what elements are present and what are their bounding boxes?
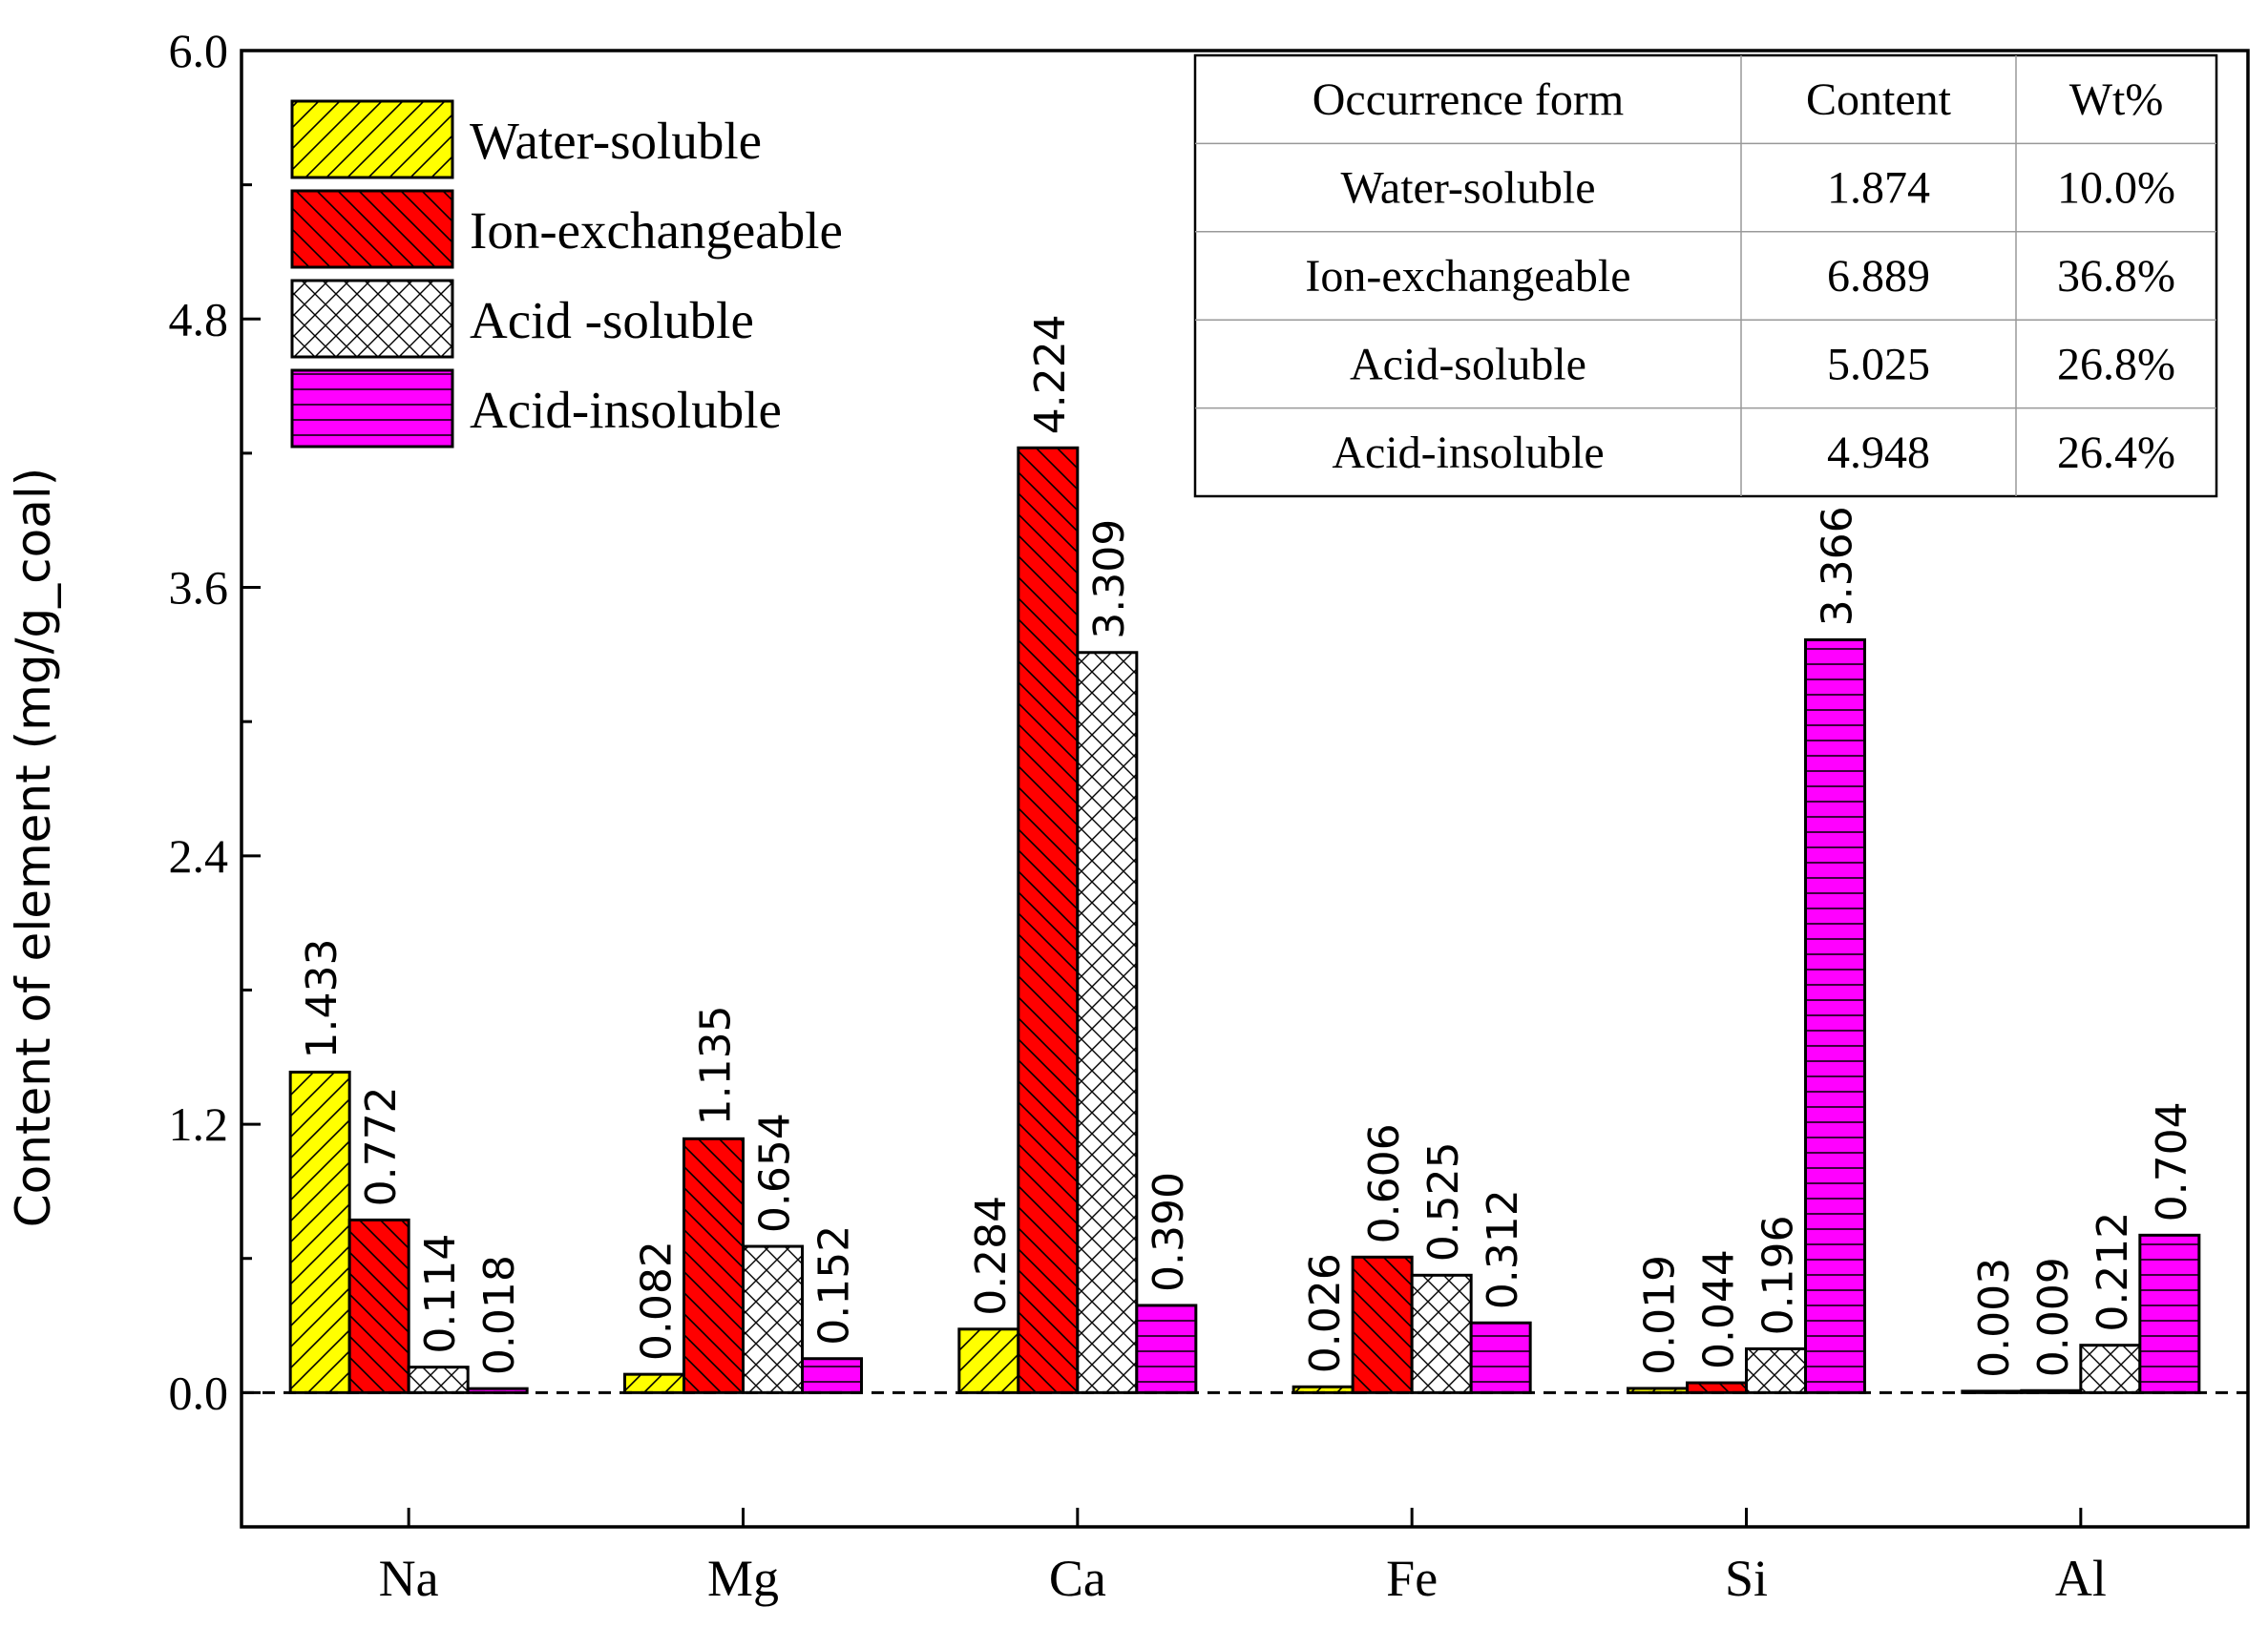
bar-mg-acid-soluble — [742, 1244, 804, 1394]
y-tick-label-3: 3.6 — [169, 561, 229, 615]
legend-swatch-ion-exchangeable — [290, 189, 454, 269]
plot-frame — [240, 49, 2250, 1529]
bar-value-label-si-water-soluble: 0.019 — [1636, 1255, 1685, 1375]
bar-value-label-fe-ion-exchangeable: 0.606 — [1360, 1123, 1409, 1243]
table-cell-acid-soluble-0: Acid-soluble — [1350, 339, 1586, 389]
legend-item-water-soluble: Water-soluble — [290, 99, 762, 179]
y-tick-label-5: 6.0 — [169, 24, 229, 77]
bar-ca-acid-soluble — [1076, 651, 1139, 1394]
legend-label-ion-exchangeable: Ion-exchangeable — [470, 201, 843, 260]
axes-frame — [240, 49, 2250, 1529]
bar-value-label-ca-acid-soluble: 3.309 — [1085, 519, 1134, 639]
bar-na-acid-soluble — [407, 1366, 470, 1394]
bar-value-label-na-acid-insoluble: 0.018 — [475, 1255, 524, 1375]
table-cell-water-soluble-2: 10.0% — [2057, 163, 2175, 214]
bar-value-label-mg-acid-insoluble: 0.152 — [810, 1225, 859, 1346]
table-cell-ion-exchangeable-1: 6.889 — [1827, 251, 1930, 302]
bar-value-label-mg-acid-soluble: 0.654 — [751, 1113, 800, 1233]
y-tick-label-4: 4.8 — [169, 292, 229, 345]
bar-value-label-al-water-soluble: 0.003 — [1970, 1258, 2019, 1378]
bar-si-acid-insoluble — [1804, 637, 1866, 1394]
legend-item-acid-soluble: Acid -soluble — [290, 279, 754, 359]
legend-swatch-acid-insoluble — [290, 368, 454, 449]
table-header-wt: Wt% — [2069, 74, 2164, 125]
bar-value-label-na-acid-soluble: 0.114 — [416, 1234, 465, 1354]
bar-mg-water-soluble — [623, 1372, 685, 1394]
bar-value-label-fe-water-soluble: 0.026 — [1301, 1253, 1350, 1373]
legend-label-water-soluble: Water-soluble — [470, 112, 762, 170]
bar-al-acid-insoluble — [2138, 1233, 2201, 1394]
x-axis-ticks: Na Mg Ca Fe Si Al — [379, 1508, 2107, 1607]
bar-si-ion-exchangeable — [1686, 1381, 1748, 1394]
bar-ca-water-soluble — [957, 1327, 1020, 1394]
y-axis-label: Content of element (mg/g_coal) — [6, 468, 61, 1228]
bar-ca-acid-insoluble — [1135, 1304, 1198, 1394]
bar-na-water-soluble — [288, 1070, 351, 1394]
bar-value-label-si-acid-soluble: 0.196 — [1754, 1215, 1803, 1335]
bar-value-label-mg-water-soluble: 0.082 — [633, 1241, 682, 1361]
bar-value-label-ca-water-soluble: 0.284 — [967, 1196, 1016, 1316]
x-tick-label-al: Al — [2055, 1550, 2107, 1607]
bar-value-labels: 1.433 0.082 0.284 0.026 0.019 0.003 0.772 1.135… — [298, 314, 2196, 1378]
bar-value-label-al-ion-exchangeable: 0.009 — [2029, 1257, 2078, 1377]
legend-swatch-acid-soluble — [290, 279, 454, 359]
bar-value-label-na-water-soluble: 1.433 — [298, 939, 346, 1059]
x-tick-label-si: Si — [1725, 1550, 1768, 1607]
legend: Water-soluble Ion-exchangeable Acid -solub… — [290, 99, 843, 449]
bar-fe-ion-exchangeable — [1351, 1255, 1414, 1394]
bar-value-label-ca-ion-exchangeable: 4.224 — [1026, 314, 1075, 434]
legend-swatch-water-soluble — [290, 99, 454, 179]
bar-fe-acid-insoluble — [1469, 1321, 1532, 1394]
bar-mg-ion-exchangeable — [682, 1137, 745, 1394]
bar-value-label-ca-acid-insoluble: 0.390 — [1144, 1172, 1193, 1292]
bar-ca-ion-exchangeable — [1017, 446, 1080, 1394]
table-header-content: Content — [1806, 74, 1952, 125]
bars-layer — [288, 446, 2201, 1394]
bar-value-label-fe-acid-soluble: 0.525 — [1419, 1141, 1468, 1262]
y-axis-ticks: 0.0 1.2 2.4 3.6 4.8 6.0 — [169, 24, 261, 1419]
y-tick-label-2: 2.4 — [169, 829, 229, 883]
table-cell-acid-insoluble-2: 26.4% — [2057, 428, 2175, 478]
y-tick-label-1: 1.2 — [169, 1097, 229, 1151]
bar-value-label-al-acid-insoluble: 0.704 — [2148, 1101, 2196, 1221]
bar-value-label-si-acid-insoluble: 3.366 — [1814, 506, 1862, 626]
bar-value-label-al-acid-soluble: 0.212 — [2089, 1212, 2137, 1332]
x-tick-label-na: Na — [379, 1550, 439, 1607]
bar-si-acid-soluble — [1745, 1346, 1807, 1394]
table-cell-acid-insoluble-0: Acid-insoluble — [1332, 428, 1604, 478]
bar-value-label-mg-ion-exchangeable: 1.135 — [692, 1005, 741, 1125]
x-tick-label-fe: Fe — [1386, 1550, 1438, 1607]
bar-na-ion-exchangeable — [347, 1218, 410, 1394]
x-tick-label-ca: Ca — [1049, 1550, 1106, 1607]
x-tick-label-mg: Mg — [707, 1550, 779, 1607]
table-cell-water-soluble-0: Water-soluble — [1340, 163, 1595, 214]
table-header-occurrence-form: Occurrence form — [1312, 74, 1624, 125]
table-cell-acid-insoluble-1: 4.948 — [1827, 428, 1930, 478]
y-tick-label-0: 0.0 — [169, 1366, 229, 1419]
bar-value-label-si-ion-exchangeable: 0.044 — [1695, 1249, 1744, 1369]
bar-value-label-fe-acid-insoluble: 0.312 — [1479, 1189, 1527, 1309]
table-cell-ion-exchangeable-0: Ion-exchangeable — [1305, 251, 1630, 302]
legend-item-ion-exchangeable: Ion-exchangeable — [290, 189, 843, 269]
legend-item-acid-insoluble: Acid-insoluble — [290, 368, 782, 449]
table-cell-acid-soluble-2: 26.8% — [2057, 339, 2175, 389]
bar-al-acid-soluble — [2079, 1344, 2142, 1394]
bar-mg-acid-insoluble — [801, 1357, 863, 1394]
table-cell-acid-soluble-1: 5.025 — [1827, 339, 1930, 389]
table-cell-ion-exchangeable-2: 36.8% — [2057, 251, 2175, 302]
table-cell-water-soluble-1: 1.874 — [1827, 163, 1930, 214]
legend-label-acid-insoluble: Acid-insoluble — [470, 381, 782, 439]
bar-fe-acid-soluble — [1410, 1273, 1473, 1394]
table-frame — [1193, 53, 2218, 498]
occurrence-form-table: Occurrence form Content Wt% Water-soluble 1.… — [1193, 53, 2218, 498]
legend-label-acid-soluble: Acid -soluble — [470, 291, 754, 349]
bar-value-label-na-ion-exchangeable: 0.772 — [357, 1086, 406, 1206]
